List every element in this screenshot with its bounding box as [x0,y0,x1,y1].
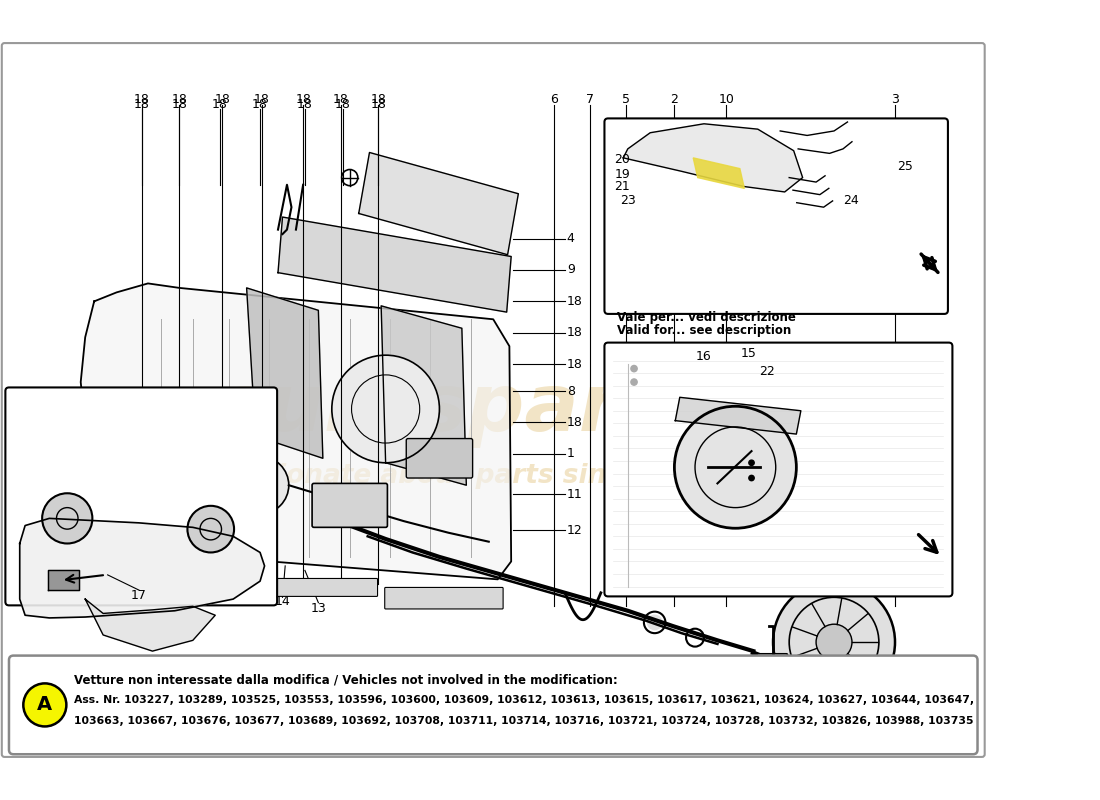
Text: 14: 14 [275,595,290,608]
Text: 18: 18 [334,98,351,110]
Text: 18: 18 [333,93,349,106]
Text: 17: 17 [131,589,147,602]
FancyBboxPatch shape [197,571,270,587]
Polygon shape [359,153,518,254]
Text: 18: 18 [566,295,583,308]
Text: 8: 8 [566,385,575,398]
Text: 18: 18 [254,93,270,106]
Polygon shape [693,158,745,188]
FancyBboxPatch shape [406,438,473,478]
Circle shape [816,624,853,660]
Text: 22: 22 [759,365,774,378]
FancyBboxPatch shape [312,483,387,527]
Text: 18: 18 [212,98,228,110]
FancyBboxPatch shape [277,578,377,597]
Circle shape [749,460,755,466]
Text: 3: 3 [891,93,899,106]
Text: 18: 18 [371,98,386,110]
Text: 18: 18 [566,416,583,429]
Text: 24: 24 [843,194,859,207]
Circle shape [773,581,895,703]
Text: 16: 16 [695,350,711,363]
FancyBboxPatch shape [604,342,953,597]
Polygon shape [54,414,157,494]
Text: A: A [37,695,53,714]
Text: 18: 18 [214,93,230,106]
Text: 18: 18 [134,93,150,106]
FancyBboxPatch shape [604,118,948,314]
Text: 18: 18 [371,93,386,106]
Circle shape [187,506,234,553]
Polygon shape [381,306,466,485]
FancyBboxPatch shape [6,387,277,606]
Circle shape [631,366,637,372]
Circle shape [42,494,92,543]
Polygon shape [47,570,79,590]
Text: 1: 1 [566,447,574,460]
Circle shape [23,683,66,726]
Text: 10: 10 [718,93,735,106]
Text: 20: 20 [614,153,630,166]
Circle shape [631,379,637,386]
Polygon shape [80,283,512,579]
Text: 18: 18 [252,98,268,110]
Text: Vetture non interessate dalla modifica / Vehicles not involved in the modificati: Vetture non interessate dalla modifica /… [74,674,617,686]
Text: passionate about parts since 1985: passionate about parts since 1985 [210,463,723,490]
Text: 4: 4 [566,232,574,245]
Circle shape [648,615,662,630]
Text: 19: 19 [614,167,630,181]
FancyBboxPatch shape [757,654,788,672]
Text: 18: 18 [295,93,311,106]
Text: Valid for... see description: Valid for... see description [617,323,791,337]
Text: 6: 6 [550,93,558,106]
Text: 18: 18 [134,98,150,110]
Text: 18: 18 [566,326,583,339]
Text: 11: 11 [566,488,583,501]
FancyBboxPatch shape [147,568,194,582]
Text: 9: 9 [566,263,574,277]
Text: 18: 18 [172,98,187,110]
Text: eurospares: eurospares [212,370,720,448]
Text: 23: 23 [620,194,636,207]
Text: 18: 18 [297,98,312,110]
Polygon shape [85,599,216,651]
Text: 2: 2 [671,93,679,106]
Polygon shape [675,398,801,434]
Text: 103663, 103667, 103676, 103677, 103689, 103692, 103708, 103711, 103714, 103716, : 103663, 103667, 103676, 103677, 103689, … [74,716,974,726]
Text: 5: 5 [621,93,630,106]
Circle shape [674,406,796,528]
Text: 25: 25 [896,160,913,174]
FancyBboxPatch shape [2,43,985,757]
FancyBboxPatch shape [385,587,503,609]
Text: Ass. Nr. 103227, 103289, 103525, 103553, 103596, 103600, 103609, 103612, 103613,: Ass. Nr. 103227, 103289, 103525, 103553,… [74,695,974,706]
Circle shape [749,475,755,481]
Text: 18: 18 [172,93,187,106]
Text: 21: 21 [614,180,630,193]
Polygon shape [20,518,265,618]
Polygon shape [278,217,512,312]
Circle shape [332,355,439,462]
Text: 12: 12 [566,523,583,537]
Text: 18: 18 [566,358,583,370]
Circle shape [231,457,289,514]
Text: Vale per... vedi descrizione: Vale per... vedi descrizione [617,311,796,324]
Polygon shape [624,124,803,192]
FancyBboxPatch shape [9,655,978,754]
Text: 7: 7 [586,93,594,106]
Text: 15: 15 [741,347,757,360]
Polygon shape [246,288,322,458]
Text: 13: 13 [310,602,327,614]
